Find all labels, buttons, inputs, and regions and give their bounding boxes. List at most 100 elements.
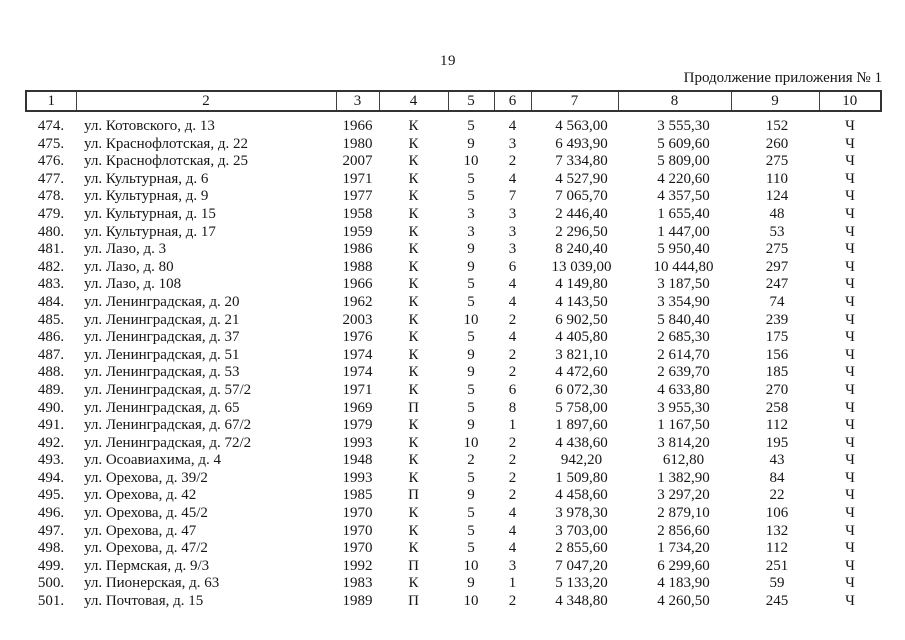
- table-row: 497. ул. Орехова, д. 47 1970 К 5 4 3 703,00 2 8…: [26, 523, 881, 541]
- cell-col6: 4: [508, 505, 517, 522]
- table-row: 489. ул. Ленинградская, д. 57/2 1971 К 5 6 6 0…: [26, 382, 881, 400]
- cell-col2: ул. Орехова, д. 42: [84, 487, 197, 504]
- cell-col6: 8: [508, 399, 517, 416]
- cell-col1: 482.: [37, 258, 65, 275]
- cell-col8: 3 187,50: [657, 276, 710, 293]
- cell-col6: 4: [508, 293, 517, 310]
- cell-col3: 1974: [342, 364, 373, 381]
- cell-col6: 2: [508, 311, 517, 328]
- table-header: 1 2 3 4 5 6 7 8 9 10: [25, 90, 882, 112]
- cell-col4: К: [408, 258, 419, 275]
- cell-col4: К: [408, 469, 419, 486]
- cell-col2: ул. Культурная, д. 9: [84, 188, 209, 205]
- cell-col1: 500.: [37, 575, 65, 592]
- column-header-10: 10: [818, 90, 882, 112]
- table-row: 482. ул. Лазо, д. 80 1988 К 9 6 13 039,00 10 44…: [26, 259, 881, 277]
- cell-col9: 84: [769, 469, 785, 486]
- cell-col1: 481.: [37, 241, 65, 258]
- cell-col9: 152: [765, 118, 789, 134]
- cell-col7: 4 563,00: [555, 118, 608, 134]
- cell-col1: 493.: [37, 452, 65, 469]
- cell-col4: К: [408, 540, 419, 557]
- cell-col10: Ч: [845, 346, 855, 363]
- cell-col4: К: [408, 381, 419, 398]
- cell-col8: 2 685,30: [657, 329, 710, 346]
- cell-col10: Ч: [845, 575, 855, 592]
- cell-col5: 2: [467, 452, 475, 469]
- cell-col3: 1971: [342, 170, 373, 187]
- cell-col3: 1977: [342, 188, 373, 205]
- cell-col1: 484.: [37, 293, 65, 310]
- cell-col10: Ч: [845, 329, 855, 346]
- table-row: 484. ул. Ленинградская, д. 20 1962 К 5 4 4 143…: [26, 294, 881, 312]
- cell-col6: 3: [508, 135, 517, 152]
- cell-col2: ул. Культурная, д. 6: [84, 170, 209, 187]
- cell-col7: 6 493,90: [555, 135, 608, 152]
- table-row: 480. ул. Культурная, д. 17 1959 К 3 3 2 296,50…: [26, 224, 881, 242]
- cell-col4: П: [408, 557, 419, 574]
- cell-col7: 3 821,10: [555, 346, 608, 363]
- cell-col2: ул. Орехова, д. 45/2: [84, 505, 208, 522]
- cell-col9: 245: [765, 593, 789, 610]
- cell-col8: 5 950,40: [657, 241, 710, 258]
- cell-col1: 474.: [37, 118, 65, 134]
- cell-col2: ул. Пионерская, д. 63: [84, 575, 220, 592]
- cell-col2: ул. Котовского, д. 13: [84, 118, 215, 134]
- cell-col5: 10: [463, 434, 479, 451]
- cell-col4: П: [408, 399, 419, 416]
- cell-col9: 275: [765, 241, 789, 258]
- cell-col4: К: [408, 241, 419, 258]
- cell-col9: 74: [769, 293, 785, 310]
- table-row: 475. ул. Краснофлотская, д. 22 1980 К 9 3 6 49…: [26, 136, 881, 154]
- table-row: 481. ул. Лазо, д. 3 1986 К 9 3 8 240,40 5 950,4…: [26, 241, 881, 259]
- cell-col9: 251: [765, 557, 789, 574]
- cell-col4: К: [408, 205, 419, 222]
- cell-col1: 496.: [37, 505, 65, 522]
- cell-col3: 1993: [342, 434, 373, 451]
- cell-col10: Ч: [845, 188, 855, 205]
- cell-col2: ул. Орехова, д. 39/2: [84, 469, 208, 486]
- cell-col9: 48: [769, 205, 785, 222]
- cell-col4: К: [408, 346, 419, 363]
- cell-col2: ул. Осоавиахима, д. 4: [84, 452, 221, 469]
- cell-col1: 475.: [37, 135, 65, 152]
- cell-col5: 5: [467, 276, 475, 293]
- cell-col3: 1966: [342, 276, 373, 293]
- cell-col3: 1976: [342, 329, 373, 346]
- cell-col3: 1970: [342, 522, 373, 539]
- cell-col2: ул. Орехова, д. 47: [84, 522, 197, 539]
- cell-col6: 2: [508, 364, 517, 381]
- cell-col10: Ч: [845, 434, 855, 451]
- cell-col4: К: [408, 276, 419, 293]
- cell-col8: 10 444,80: [653, 258, 714, 275]
- cell-col3: 1970: [342, 505, 373, 522]
- table-row: 488. ул. Ленинградская, д. 53 1974 К 9 2 4 472…: [26, 364, 881, 382]
- cell-col8: 4 633,80: [657, 381, 710, 398]
- cell-col4: К: [408, 505, 419, 522]
- cell-col4: К: [408, 329, 419, 346]
- cell-col8: 2 856,60: [657, 522, 710, 539]
- cell-col6: 7: [508, 188, 517, 205]
- cell-col1: 490.: [37, 399, 65, 416]
- cell-col9: 175: [765, 329, 789, 346]
- cell-col9: 110: [766, 170, 788, 187]
- cell-col7: 4 458,60: [555, 487, 608, 504]
- cell-col1: 497.: [37, 522, 65, 539]
- cell-col2: ул. Ленинградская, д. 65: [84, 399, 240, 416]
- table-row: 474. ул. Котовского, д. 13 1966 К 5 4 4 563,00…: [26, 111, 881, 136]
- cell-col3: 1958: [342, 205, 373, 222]
- cell-col4: П: [408, 487, 419, 504]
- cell-col8: 1 734,20: [657, 540, 710, 557]
- cell-col6: 2: [508, 452, 517, 469]
- cell-col1: 485.: [37, 311, 65, 328]
- cell-col2: ул. Ленинградская, д. 53: [84, 364, 240, 381]
- buildings-table: 1 2 3 4 5 6 7 8 9 10 474. ул. Котовского, д. 13 196…: [25, 90, 882, 611]
- cell-col1: 477.: [37, 170, 65, 187]
- cell-col2: ул. Ленинградская, д. 72/2: [84, 434, 252, 451]
- cell-col3: 1971: [342, 381, 373, 398]
- cell-col1: 498.: [37, 540, 65, 557]
- cell-col6: 1: [508, 575, 517, 592]
- cell-col9: 258: [765, 399, 789, 416]
- cell-col8: 3 955,30: [657, 399, 710, 416]
- cell-col6: 1: [508, 417, 517, 434]
